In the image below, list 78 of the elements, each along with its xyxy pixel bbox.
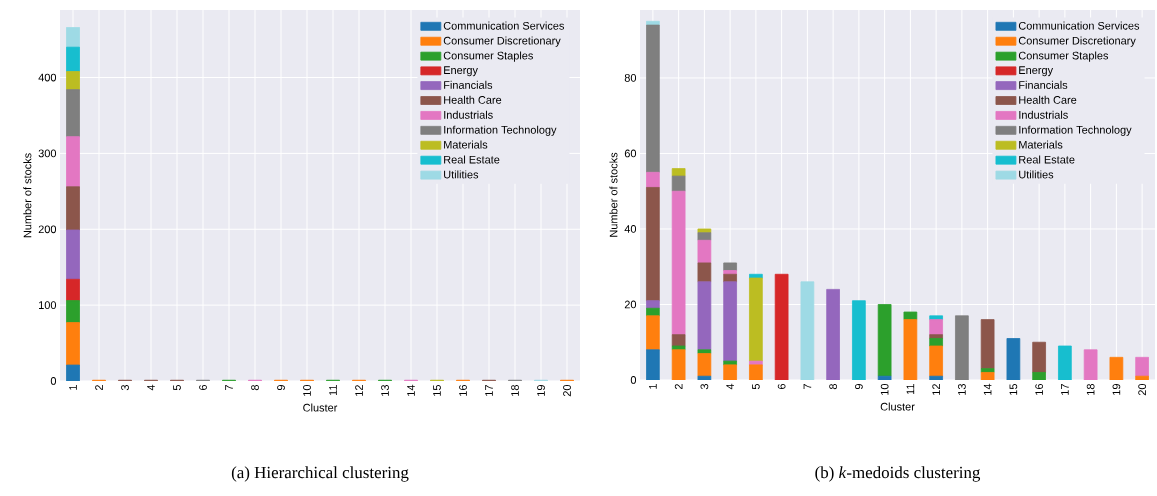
- x-tick-label: 2: [95, 385, 103, 391]
- x-tick-label: 10: [880, 383, 889, 395]
- y-axis-title: Number of stocks: [23, 153, 32, 238]
- legend-label: Consumer Discretionary: [1018, 36, 1136, 47]
- legend-label: Utilities: [1019, 170, 1054, 179]
- x-tick-label: 20: [563, 384, 571, 397]
- legend-label: Real Estate: [444, 155, 500, 164]
- legend-label: Communication Services: [1018, 21, 1140, 30]
- x-tick-label: 8: [251, 384, 259, 391]
- x-tick-label: 19: [537, 385, 545, 396]
- y-tick-label: 100: [39, 301, 57, 309]
- x-tick-label: 7: [803, 384, 812, 390]
- y-tick-label: 300: [38, 149, 57, 158]
- legend-label: Consumer Discretionary: [443, 36, 561, 47]
- y-tick-label: 400: [38, 73, 57, 82]
- legend-label: Industrials: [1019, 110, 1068, 119]
- legend-label: Consumer Staples: [443, 51, 533, 62]
- x-tick-label: 15: [433, 384, 441, 396]
- x-tick-label: 5: [173, 384, 181, 391]
- legend-label: Health Care: [1019, 95, 1077, 104]
- x-tick-label: 1: [649, 384, 657, 389]
- x-tick-label: 18: [1086, 383, 1095, 395]
- x-tick-label: 7: [225, 385, 233, 391]
- legend-label: Communication Services: [443, 21, 564, 30]
- y-tick-label: 20: [624, 300, 637, 309]
- x-tick-label: 12: [932, 384, 940, 395]
- x-tick-label: 18: [511, 384, 519, 396]
- x-tick-label: 4: [147, 384, 155, 391]
- y-tick-label: 60: [624, 149, 637, 158]
- y-tick-label: 0: [630, 376, 637, 384]
- x-tick-label: 17: [1061, 384, 1069, 395]
- legend-label: Materials: [444, 140, 488, 149]
- x-tick-label: 10: [303, 384, 311, 396]
- x-tick-label: 11: [329, 385, 337, 396]
- y-tick-label: 0: [50, 377, 57, 385]
- x-tick-label: 8: [829, 383, 838, 390]
- x-tick-label: 17: [485, 385, 493, 396]
- y-tick-label: 80: [624, 74, 637, 82]
- x-axis-title: Cluster: [303, 403, 338, 412]
- x-tick-label: 6: [777, 383, 786, 390]
- legend-label: Financials: [444, 80, 493, 89]
- x-tick-label: 6: [199, 384, 207, 391]
- x-tick-label: 2: [674, 384, 683, 390]
- y-tick-label: 200: [38, 225, 57, 234]
- legend-label: Energy: [444, 66, 478, 77]
- legend-label: Real Estate: [1019, 155, 1075, 164]
- legend-label: Energy: [1019, 66, 1054, 77]
- x-tick-label: 16: [459, 384, 467, 396]
- text: (b) k-medoids clustering: [815, 466, 981, 482]
- x-tick-label: 3: [121, 384, 129, 391]
- y-tick-label: 40: [624, 225, 637, 233]
- legend-label: Information Technology: [1019, 125, 1132, 136]
- legend-label: Consumer Staples: [1018, 51, 1109, 62]
- x-tick-label: 12: [355, 385, 363, 396]
- x-tick-label: 9: [277, 385, 285, 391]
- text: (a) Hierarchical clustering: [231, 466, 409, 482]
- x-tick-label: 20: [1138, 383, 1147, 396]
- x-tick-label: 9: [855, 384, 863, 390]
- legend-label: Information Technology: [444, 125, 557, 136]
- x-tick-label: 19: [1112, 384, 1121, 395]
- x-tick-label: 5: [752, 383, 760, 390]
- x-axis-title: Cluster: [880, 402, 915, 411]
- legend-label: Utilities: [444, 170, 479, 179]
- y-axis-title: Number of stocks: [609, 152, 618, 237]
- x-tick-label: 13: [958, 383, 966, 395]
- legend-label: Health Care: [444, 95, 502, 104]
- x-tick-label: 14: [407, 384, 415, 396]
- x-tick-label: 15: [1009, 383, 1018, 395]
- x-tick-label: 14: [983, 383, 992, 395]
- legend-label: Industrials: [444, 110, 493, 119]
- x-tick-label: 3: [700, 383, 709, 390]
- x-tick-label: 11: [906, 384, 915, 395]
- x-tick-label: 1: [69, 385, 77, 390]
- x-tick-label: 4: [726, 383, 734, 390]
- legend-label: Materials: [1019, 140, 1063, 149]
- x-tick-label: 13: [381, 384, 389, 396]
- x-tick-label: 16: [1035, 383, 1044, 395]
- legend-label: Financials: [1019, 80, 1068, 89]
